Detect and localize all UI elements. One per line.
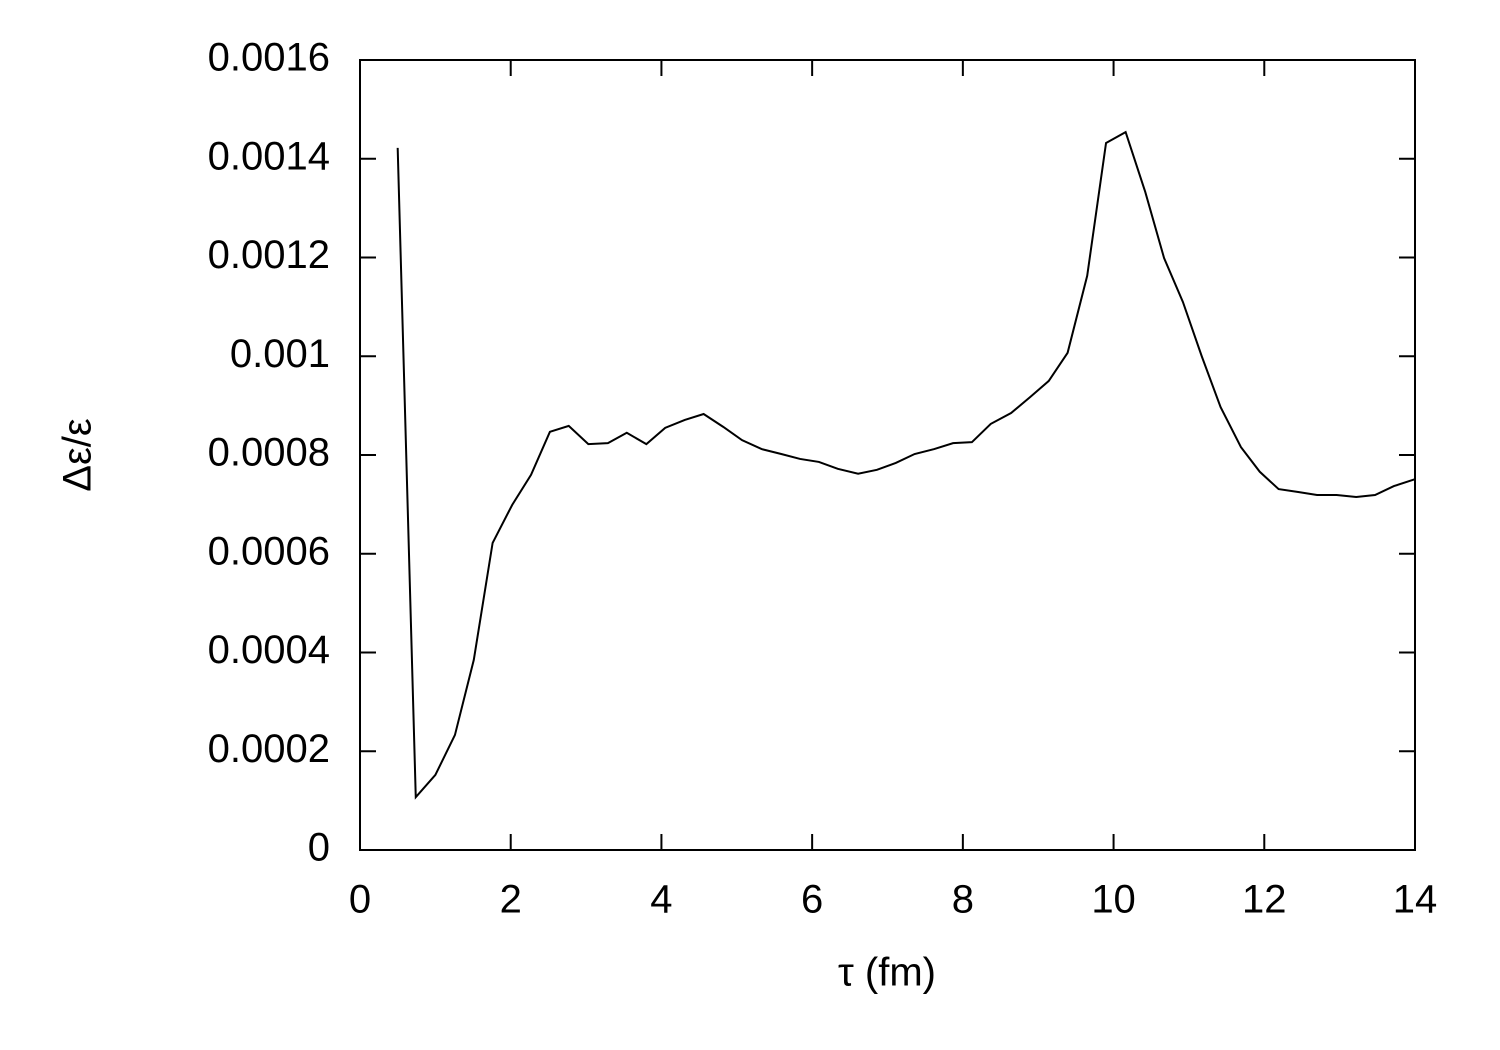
y-tick-label: 0.0016 [208,36,330,80]
y-tick-label: 0.0006 [208,529,330,573]
data-line [396,130,1416,800]
y-tick-label: 0 [308,826,330,870]
x-tick-label: 2 [500,878,522,922]
x-tick-label: 4 [650,878,672,922]
x-tick-label: 6 [801,878,823,922]
x-axis-label: τ (fm) [838,951,936,995]
x-tick-label: 12 [1242,878,1287,922]
y-tick-label: 0.0014 [208,134,330,178]
x-tick-label: 8 [952,878,974,922]
x-tick-label: 10 [1091,878,1136,922]
y-axis-label: Δε/ε [56,418,100,492]
y-tick-label: 0.0004 [208,628,330,672]
x-tick-label: 14 [1393,878,1438,922]
plot-frame [359,59,1416,851]
y-tick-label: 0.0008 [208,431,330,475]
y-tick-label: 0.001 [230,332,330,376]
y-tick-label: 0.0012 [208,233,330,277]
x-tick-label: 0 [349,878,371,922]
y-tick-label: 0.0002 [208,727,330,771]
